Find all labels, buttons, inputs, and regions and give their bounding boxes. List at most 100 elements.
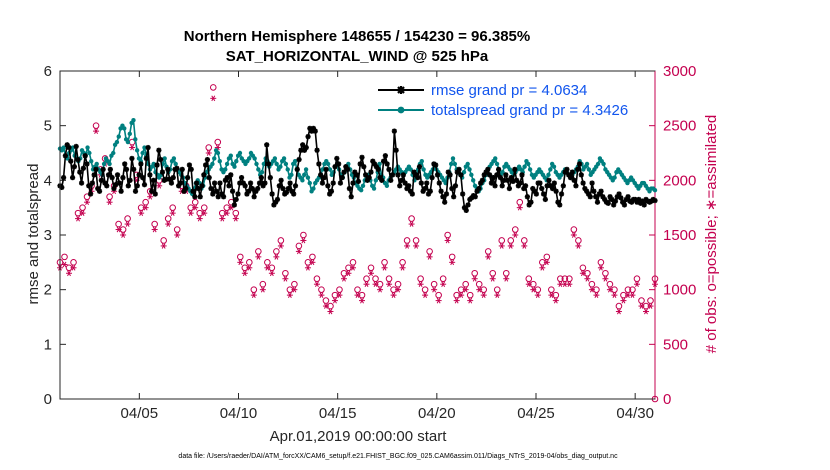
rmse-point xyxy=(366,175,372,181)
totalspread-point xyxy=(595,161,601,167)
obs-possible-point xyxy=(205,144,213,151)
obs-assimilated-point xyxy=(124,221,131,227)
obs-assimilated-point xyxy=(525,281,532,288)
rmse-point xyxy=(567,175,574,181)
rmse-point xyxy=(283,189,290,195)
obs-possible-point xyxy=(651,275,659,283)
rmse-point xyxy=(199,183,205,189)
totalspread-point xyxy=(327,167,333,172)
rmse-point xyxy=(558,191,565,197)
rmse-point xyxy=(120,175,126,181)
rmse-point xyxy=(359,154,365,160)
obs-assimilated-point xyxy=(151,226,158,233)
rmse-point xyxy=(77,169,83,175)
rmse-point xyxy=(265,161,272,167)
y-right-tick-label: 1000 xyxy=(663,282,696,299)
rmse-point xyxy=(66,144,72,151)
obs-assimilated-point xyxy=(467,297,474,304)
obs-possible-point xyxy=(570,226,578,233)
obs-assimilated-point xyxy=(156,182,163,189)
obs-assimilated-point xyxy=(223,210,230,216)
obs-assimilated-point xyxy=(93,128,100,134)
obs-possible-point xyxy=(246,259,253,266)
totalspread-point xyxy=(131,118,136,123)
rmse-point xyxy=(109,175,115,181)
totalspread-point xyxy=(116,134,121,139)
rmse-point xyxy=(69,175,76,181)
totalspread-point xyxy=(281,156,287,161)
obs-possible-point xyxy=(561,275,569,283)
rmse-point xyxy=(114,172,121,178)
rmse-point xyxy=(147,172,153,178)
rmse-point xyxy=(551,180,557,186)
obs-assimilated-point xyxy=(611,292,618,298)
rmse-point xyxy=(100,166,106,172)
rmse-point xyxy=(323,166,329,172)
rmse-point xyxy=(226,183,232,189)
obs-assimilated-point xyxy=(489,275,496,282)
totalspread-point xyxy=(358,187,364,193)
totalspread-point xyxy=(261,161,267,167)
obs-possible-point xyxy=(273,248,280,255)
obs-possible-point xyxy=(471,269,478,277)
rmse-point xyxy=(569,169,575,175)
x-axis-label: Apr.01,2019 00:00:00 start xyxy=(270,428,448,445)
rmse-point xyxy=(479,177,486,183)
totalspread-point xyxy=(107,161,112,167)
obs-assimilated-point xyxy=(543,259,550,266)
totalspread-point xyxy=(584,161,590,167)
y-left-tick-label: 1 xyxy=(44,336,52,353)
totalspread-point xyxy=(259,169,265,175)
rmse-point xyxy=(571,177,577,183)
obs-possible-point xyxy=(363,275,370,283)
rmse-point xyxy=(355,178,361,185)
rmse-point xyxy=(429,175,435,181)
totalspread-point xyxy=(419,159,424,164)
obs-possible-point xyxy=(142,198,149,206)
rmse-point xyxy=(395,172,401,178)
rmse-point xyxy=(415,175,421,181)
rmse-point xyxy=(533,191,539,197)
rmse-point xyxy=(82,153,88,159)
rmse-point xyxy=(116,180,122,186)
rmse-point xyxy=(539,185,545,192)
rmse-point xyxy=(375,166,381,172)
rmse-point xyxy=(118,188,124,194)
totalspread-point xyxy=(252,156,257,161)
x-tick-label: 04/15 xyxy=(319,405,357,422)
rmse-point xyxy=(447,172,453,178)
obs-assimilated-point xyxy=(300,237,307,244)
obs-possible-point xyxy=(430,280,438,288)
obs-assimilated-point xyxy=(399,264,406,271)
rmse-point xyxy=(255,185,261,192)
obs-assimilated-point xyxy=(336,292,343,298)
rmse-point xyxy=(203,162,209,168)
rmse-point xyxy=(247,180,254,186)
rmse-point xyxy=(276,183,282,189)
obs-possible-point xyxy=(169,204,176,211)
obs-assimilated-point xyxy=(395,286,402,293)
y-left-tick-label: 6 xyxy=(44,63,52,80)
rmse-point xyxy=(420,188,426,194)
obs-assimilated-point xyxy=(584,275,591,282)
totalspread-point xyxy=(421,167,426,172)
obs-assimilated-point xyxy=(471,275,478,282)
totalspread-point xyxy=(283,161,289,167)
obs-possible-point xyxy=(385,275,393,283)
obs-assimilated-point xyxy=(377,286,384,293)
obs-possible-point xyxy=(264,259,271,266)
legend-label-totalspread: totalspread grand pr = 4.3426 xyxy=(431,102,628,119)
rmse-point xyxy=(465,202,471,208)
rmse-point xyxy=(336,161,342,167)
totalspread-point xyxy=(311,186,316,191)
obs-assimilated-point xyxy=(66,270,73,277)
rmse-point xyxy=(389,172,396,178)
x-tick-label: 04/20 xyxy=(418,405,456,422)
obs-assimilated-point xyxy=(458,292,465,298)
rmse-point xyxy=(264,142,270,148)
obs-possible-point xyxy=(588,280,596,288)
obs-assimilated-point xyxy=(259,286,266,293)
rmse-point xyxy=(75,156,81,163)
rmse-point xyxy=(424,180,430,186)
rmse-point xyxy=(231,202,237,208)
